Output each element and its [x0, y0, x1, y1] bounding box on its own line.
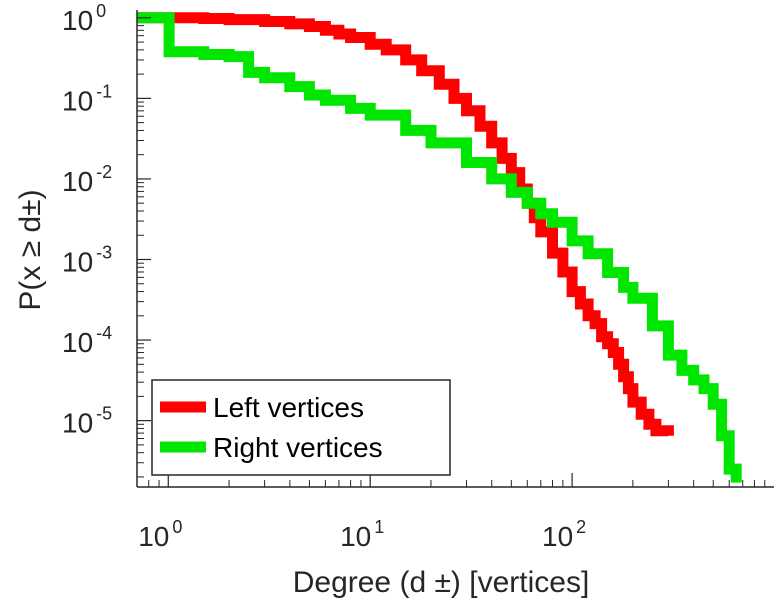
x-axis-label: Degree (d ±) [vertices] — [293, 566, 590, 599]
series-line-right-vertices — [137, 12, 742, 483]
x-tick-label: 10 1 — [340, 517, 384, 552]
x-tick-label-base: 10 — [138, 521, 169, 552]
x-tick-label-exp: 0 — [172, 517, 182, 537]
y-tick-label: 10 -2 — [62, 162, 112, 197]
legend-label-left-vertices: Left vertices — [213, 392, 364, 423]
y-tick-label-base: 10 — [62, 166, 93, 197]
x-tick-label: 10 0 — [138, 517, 182, 552]
y-tick-label-exp: -1 — [96, 81, 112, 101]
y-tick-label-exp: -4 — [96, 323, 112, 343]
x-tick-label-base: 10 — [542, 521, 573, 552]
y-tick-label: 10 -3 — [62, 242, 112, 277]
y-tick-label-exp: -3 — [96, 242, 112, 262]
minor-ticks — [136, 20, 766, 487]
legend-box — [151, 379, 451, 476]
y-tick-label-exp: -2 — [96, 162, 112, 182]
y-tick-label-exp: -5 — [96, 404, 112, 424]
y-tick-label-exp: 0 — [96, 1, 106, 21]
series-layer — [137, 12, 742, 483]
legend: Left vertices Right vertices — [151, 379, 451, 476]
y-tick-label: 10 -5 — [62, 404, 112, 439]
x-tick-label: 10 2 — [542, 517, 586, 552]
series-line-left-vertices — [137, 12, 674, 437]
y-tick-label-base: 10 — [62, 5, 93, 36]
x-tick-label-exp: 2 — [576, 517, 586, 537]
y-tick-label-base: 10 — [62, 85, 93, 116]
y-tick-label: 10 -4 — [62, 323, 112, 358]
x-tick-label-exp: 1 — [374, 517, 384, 537]
x-tick-label-base: 10 — [340, 521, 371, 552]
x-tick-labels: 10 0 10 1 10 2 — [138, 517, 586, 552]
y-tick-label: 10 -1 — [62, 81, 112, 116]
y-tick-label: 10 0 — [62, 1, 106, 36]
y-tick-label-base: 10 — [62, 408, 93, 439]
y-tick-label-base: 10 — [62, 327, 93, 358]
y-tick-label-base: 10 — [62, 246, 93, 277]
legend-label-right-vertices: Right vertices — [213, 432, 383, 463]
y-axis-label: P(x ≥ d±) — [14, 189, 47, 310]
